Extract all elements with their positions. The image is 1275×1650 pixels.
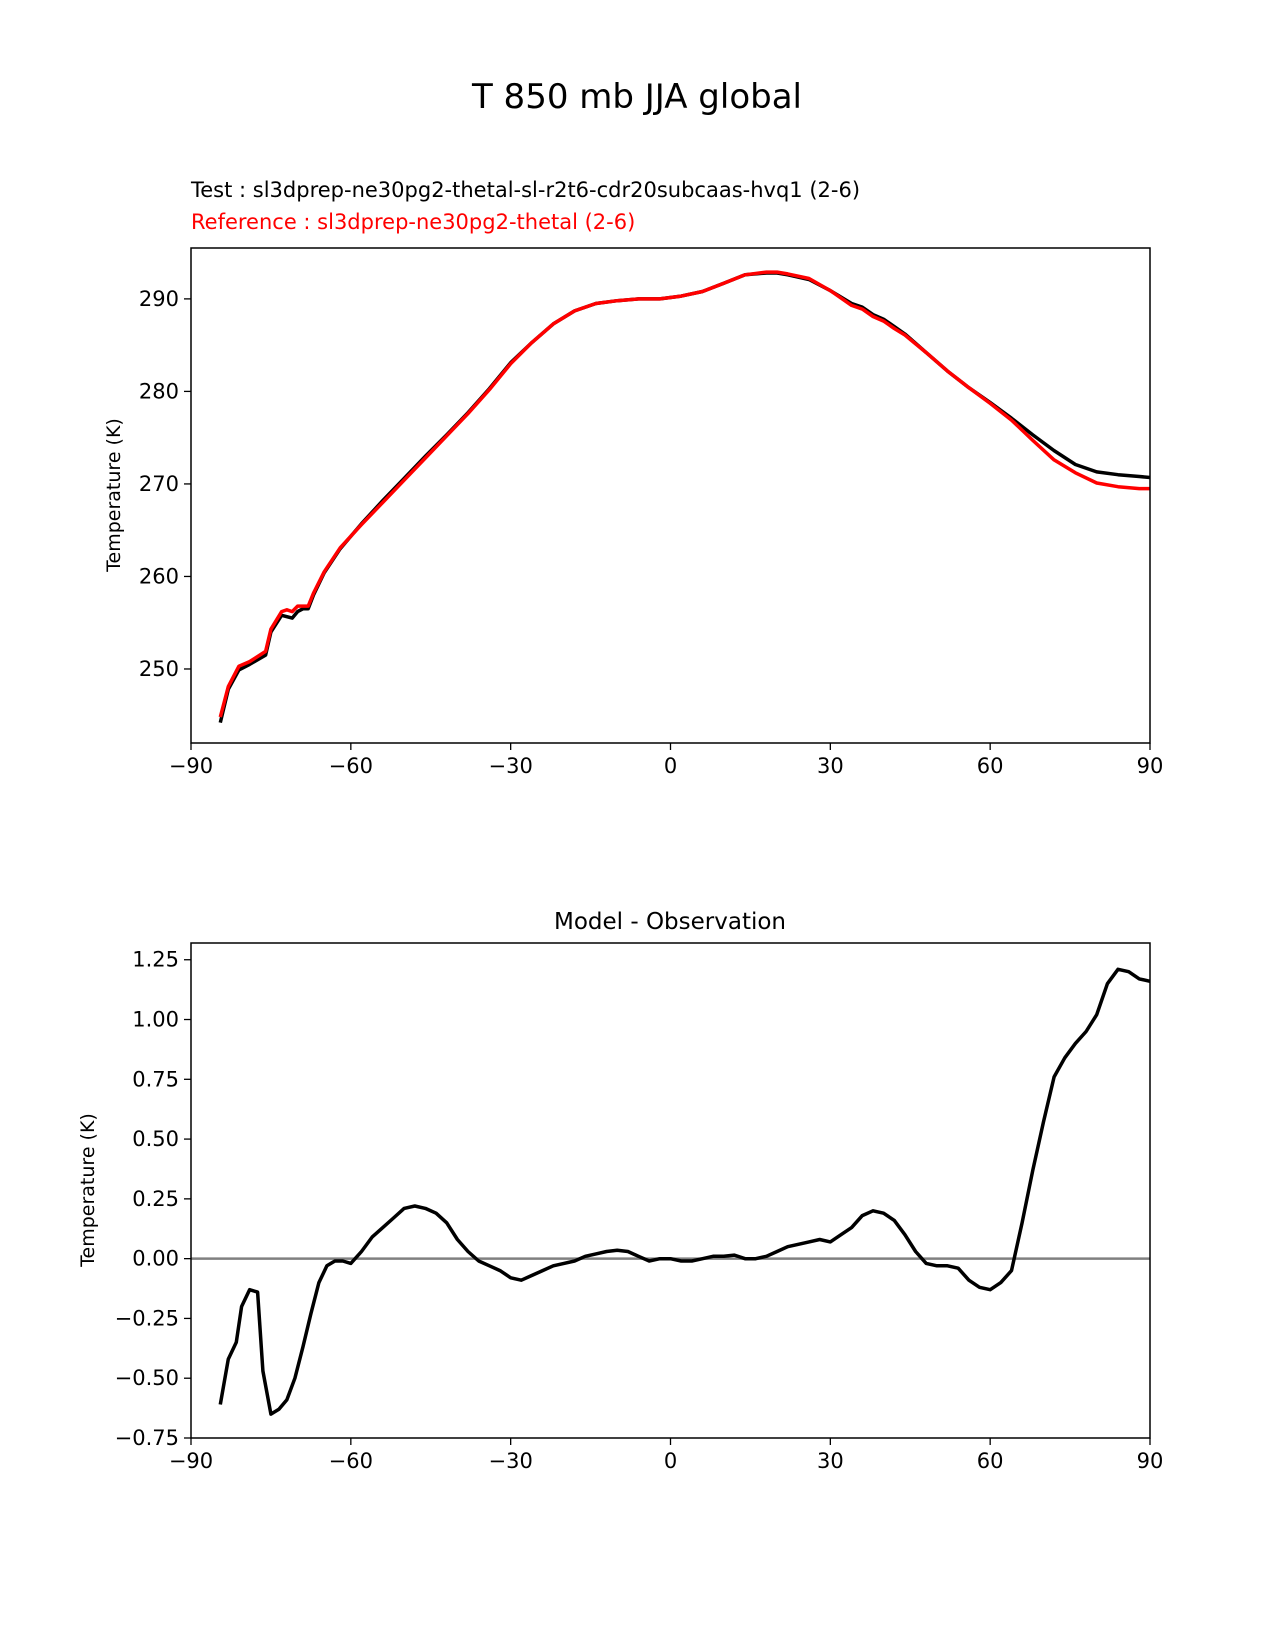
top-temperature-chart: Test : sl3dprep-ne30pg2-thetal-sl-r2t6-c… (103, 178, 1163, 778)
y-tick-label: 1.25 (132, 948, 179, 972)
x-tick-label: 60 (977, 754, 1004, 778)
y-tick-label: 0.00 (132, 1247, 179, 1271)
y-tick-label: −0.75 (115, 1426, 179, 1450)
x-tick-label: 90 (1137, 1449, 1164, 1473)
y-tick-label: 0.75 (132, 1067, 179, 1091)
y-tick-label: −0.50 (115, 1366, 179, 1390)
x-tick-label: −30 (489, 754, 533, 778)
bottom-y-axis-label: Temperature (K) (77, 1113, 99, 1268)
x-tick-label: 90 (1137, 754, 1164, 778)
x-tick-label: −90 (169, 754, 213, 778)
bottom-chart-title: Model - Observation (554, 909, 786, 935)
bottom-data-lines (191, 967, 1151, 1416)
x-tick-label: 0 (664, 1449, 677, 1473)
top-y-axis-label: Temperature (K) (103, 418, 125, 573)
bottom-plot-frame (190, 942, 1151, 1439)
y-tick-label: 0.50 (132, 1127, 179, 1151)
x-tick-label: −90 (169, 1449, 213, 1473)
reference-case-label: Reference : sl3dprep-ne30pg2-thetal (2-6… (191, 210, 635, 234)
y-tick-label: 0.25 (132, 1187, 179, 1211)
x-tick-label: 30 (817, 1449, 844, 1473)
y-tick-label: 250 (139, 657, 179, 681)
x-tick-label: −60 (329, 754, 373, 778)
x-tick-label: 0 (664, 754, 677, 778)
y-tick-label: 260 (139, 564, 179, 588)
x-tick-label: 60 (977, 1449, 1004, 1473)
test-case-label: Test : sl3dprep-ne30pg2-thetal-sl-r2t6-c… (190, 178, 860, 202)
top-data-lines (218, 270, 1151, 724)
y-tick-label: 270 (139, 472, 179, 496)
top-axis-ticks: −90 −60 −30 0 30 60 90 250 260 270 280 290 (139, 287, 1163, 778)
series-line-reference (218, 270, 1150, 718)
bottom-axis-ticks: −90 −60 −30 0 30 60 90 −0.75 −0.50 −0.25 0.00 0.25 0… (115, 948, 1164, 1473)
figure-title: T 850 mb JJA global (471, 77, 802, 117)
y-tick-label: 280 (139, 379, 179, 403)
x-tick-label: 30 (817, 754, 844, 778)
y-tick-label: −0.25 (115, 1306, 179, 1330)
x-tick-label: −30 (489, 1449, 533, 1473)
series-line-test (218, 271, 1151, 724)
bottom-difference-chart: Model - Observation −90 −60 −30 0 30 60 90 −0.7… (77, 909, 1163, 1473)
series-line-model-observation (218, 967, 1151, 1416)
y-tick-label: 1.00 (132, 1008, 179, 1032)
x-tick-label: −60 (329, 1449, 373, 1473)
top-plot-frame (190, 247, 1151, 744)
y-tick-label: 290 (139, 287, 179, 311)
